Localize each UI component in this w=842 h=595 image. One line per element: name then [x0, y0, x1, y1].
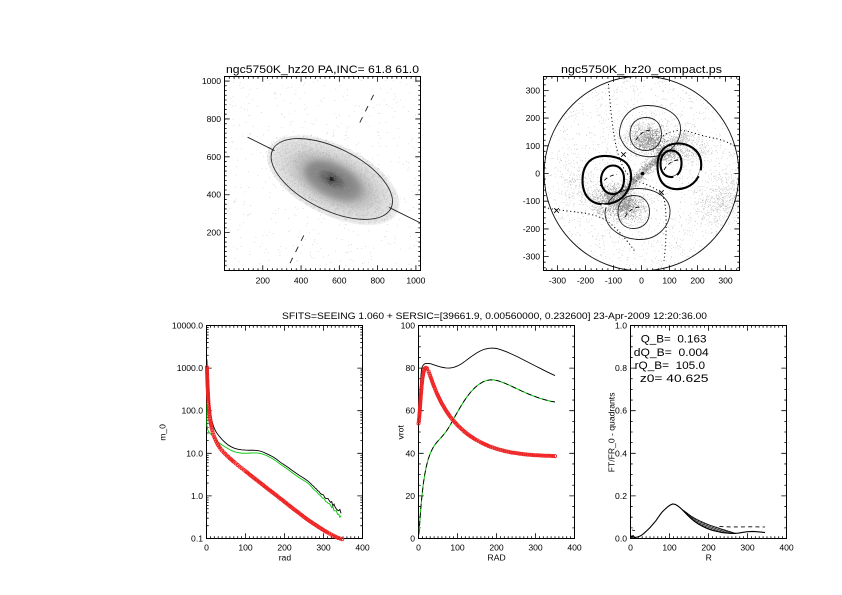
- svg-text:0: 0: [204, 542, 209, 552]
- svg-text:0: 0: [639, 275, 644, 285]
- svg-text:600: 600: [332, 275, 347, 285]
- svg-text:100: 100: [662, 275, 677, 285]
- svg-text:400: 400: [567, 542, 582, 552]
- svg-text:-300: -300: [523, 252, 540, 262]
- svg-text:200: 200: [277, 542, 292, 552]
- svg-text:80: 80: [405, 363, 415, 373]
- svg-text:0.2: 0.2: [615, 491, 627, 501]
- svg-text:0.8: 0.8: [615, 363, 627, 373]
- svg-text:40: 40: [405, 448, 415, 458]
- svg-text:10.0: 10.0: [186, 448, 203, 458]
- svg-text:z0= 40.625: z0= 40.625: [636, 373, 709, 385]
- svg-text:100: 100: [526, 141, 541, 151]
- svg-text:300: 300: [718, 275, 733, 285]
- svg-text:R: R: [706, 553, 712, 563]
- svg-text:10000.0: 10000.0: [172, 321, 203, 331]
- svg-text:dQ_B= 0.004: dQ_B= 0.004: [634, 347, 709, 359]
- svg-text:-100: -100: [523, 196, 540, 206]
- svg-text:300: 300: [740, 542, 755, 552]
- svg-text:1000: 1000: [202, 76, 221, 86]
- svg-text:200: 200: [489, 542, 504, 552]
- svg-text:600: 600: [207, 152, 222, 162]
- svg-text:100: 100: [662, 542, 677, 552]
- svg-text:400: 400: [207, 190, 222, 200]
- svg-text:200: 200: [256, 275, 271, 285]
- svg-text:-300: -300: [549, 275, 566, 285]
- svg-text:400: 400: [294, 275, 309, 285]
- svg-text:ngc5750K_hz20_compact.ps: ngc5750K_hz20_compact.ps: [561, 64, 723, 76]
- svg-text:800: 800: [370, 275, 385, 285]
- svg-text:100: 100: [401, 321, 416, 331]
- svg-text:rad: rad: [279, 553, 292, 563]
- svg-text:0: 0: [416, 542, 421, 552]
- svg-text:1000: 1000: [406, 275, 425, 285]
- svg-text:1.0: 1.0: [615, 321, 627, 331]
- svg-text:-200: -200: [523, 224, 540, 234]
- svg-text:60: 60: [405, 406, 415, 416]
- svg-text:0.4: 0.4: [615, 448, 627, 458]
- svg-text:100: 100: [238, 542, 253, 552]
- svg-text:800: 800: [207, 114, 222, 124]
- svg-text:1.0: 1.0: [191, 491, 203, 501]
- svg-text:300: 300: [528, 542, 543, 552]
- svg-text:1000.0: 1000.0: [177, 363, 204, 373]
- svg-text:0: 0: [535, 169, 540, 179]
- svg-text:200: 200: [690, 275, 705, 285]
- svg-text:vrot: vrot: [396, 425, 406, 440]
- svg-text:200: 200: [207, 228, 222, 238]
- svg-text:300: 300: [526, 85, 541, 95]
- svg-text:SFITS=SEEING 1.060 + SERSIC=[3: SFITS=SEEING 1.060 + SERSIC=[39661.9, 0.…: [282, 311, 707, 321]
- svg-text:0.1: 0.1: [191, 534, 203, 544]
- svg-text:0.0: 0.0: [615, 534, 627, 544]
- svg-text:20: 20: [405, 491, 415, 501]
- svg-text:m_0: m_0: [158, 424, 168, 441]
- svg-text:RAD: RAD: [488, 553, 506, 563]
- svg-text:0.6: 0.6: [615, 406, 627, 416]
- svg-text:100.0: 100.0: [181, 406, 203, 416]
- svg-text:-100: -100: [605, 275, 622, 285]
- svg-text:200: 200: [701, 542, 716, 552]
- svg-text:rQ_B= 105.0: rQ_B= 105.0: [635, 360, 706, 372]
- svg-text:0: 0: [410, 534, 415, 544]
- svg-text:400: 400: [779, 542, 794, 552]
- svg-text:400: 400: [355, 542, 370, 552]
- svg-text:100: 100: [450, 542, 465, 552]
- svg-text:Q_B= 0.163: Q_B= 0.163: [638, 334, 707, 346]
- svg-text:200: 200: [526, 113, 541, 123]
- svg-text:FT/FR_0 - quadrants: FT/FR_0 - quadrants: [607, 393, 617, 473]
- svg-text:300: 300: [316, 542, 331, 552]
- svg-text:-200: -200: [577, 275, 594, 285]
- svg-text:ngc5750K_hz20 PA,INC= 61.8 61.: ngc5750K_hz20 PA,INC= 61.8 61.0: [226, 64, 419, 76]
- svg-text:0: 0: [628, 542, 633, 552]
